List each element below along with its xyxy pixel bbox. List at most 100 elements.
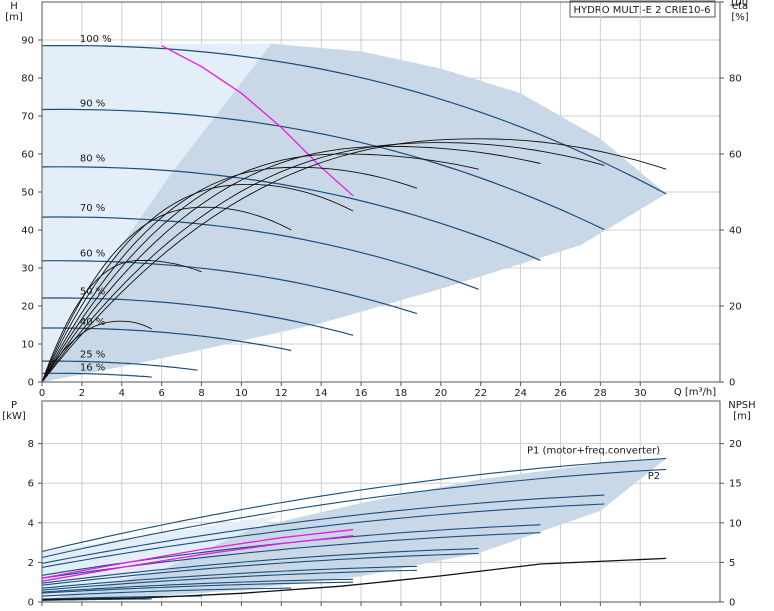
eta-curve — [41, 153, 479, 383]
power-envelope — [42, 458, 667, 601]
y-tick-label: 80 — [21, 74, 34, 85]
x-tick-label: 10 — [235, 388, 248, 399]
x-tick-label: 16 — [355, 388, 368, 399]
head-axis-label: H — [10, 1, 18, 12]
x-tick-label: 2 — [79, 388, 85, 399]
y2-tick-label: 10 — [729, 518, 742, 529]
y-tick-label: 10 — [21, 340, 34, 351]
series-label: P1 (motor+freq.converter) — [527, 446, 660, 457]
x-tick-label: 26 — [554, 388, 567, 399]
head-curve-70pct — [41, 216, 479, 290]
eta-axis-unit: [%] — [731, 12, 748, 23]
y-tick-label: 90 — [21, 36, 34, 47]
y-tick-label: 6 — [28, 479, 34, 490]
power-curve — [41, 578, 354, 593]
x-tick-label: 24 — [514, 388, 527, 399]
y-tick-label: 40 — [21, 226, 34, 237]
y2-tick-label: 100 — [729, 0, 748, 9]
speed-label: 90 % — [80, 99, 105, 110]
speed-label: 50 % — [80, 287, 105, 298]
power-plot: P1 (motor+freq.converter) P2 0 2 4 6 8 0 5 10 15 20 — [28, 400, 742, 609]
npsh-curve — [41, 557, 667, 601]
series-label: P2 — [648, 471, 660, 482]
eta-axis-label: eta — [732, 1, 748, 12]
y-tick-label: 60 — [21, 150, 34, 161]
title-box — [569, 0, 716, 18]
head-curve-50pct — [42, 297, 354, 336]
y2-tick-label: 20 — [729, 439, 742, 450]
highlight-power-curve — [41, 529, 354, 579]
chart-title: HYDRO MULTI-E 2 CRIE10-6 — [573, 5, 710, 16]
highlight-head-curve — [161, 45, 354, 197]
power-curve — [41, 565, 417, 589]
power-curve — [41, 468, 667, 559]
power-curve — [41, 494, 605, 564]
x-tick-label: 30 — [634, 388, 647, 399]
x-tick-label: 20 — [434, 388, 447, 399]
power-axis-unit: [kW] — [2, 411, 26, 422]
y2-tick-label: 20 — [729, 302, 742, 313]
y2-tick-label: 5 — [729, 558, 735, 569]
speed-label: 100 % — [80, 34, 112, 45]
power-plot-frame — [41, 400, 721, 603]
power-curve — [41, 569, 417, 591]
eta-curve — [41, 142, 605, 383]
head-curve-90pct — [41, 108, 605, 231]
power-curve — [41, 587, 292, 597]
power-curve — [41, 547, 479, 584]
power-curve — [41, 552, 479, 586]
head-curve-25pct — [42, 360, 198, 371]
operating-envelope-light — [42, 43, 272, 383]
y-tick-label: 0 — [28, 598, 34, 609]
power-curve — [42, 598, 152, 601]
head-curve-60pct — [41, 260, 418, 315]
eta-curve — [41, 138, 667, 383]
speed-label: 40 % — [80, 317, 105, 328]
npsh-axis-label: NPSH — [728, 400, 755, 411]
x-tick-label: 14 — [315, 388, 328, 399]
y-tick-label: 8 — [28, 439, 34, 450]
eta-curve — [41, 145, 541, 383]
npsh-axis-unit: [m] — [733, 411, 751, 422]
y2-tick-label: 15 — [729, 479, 742, 490]
speed-label: 80 % — [80, 154, 105, 165]
head-axis-unit: [m] — [5, 12, 23, 23]
y2-tick-label: 60 — [729, 150, 742, 161]
power-curve — [41, 581, 354, 594]
x-tick-label: 0 — [39, 388, 45, 399]
y2-tick-label: 80 — [729, 74, 742, 85]
speed-label: 25 % — [80, 350, 105, 361]
head-curve-80pct — [41, 166, 541, 261]
y-tick-label: 20 — [21, 302, 34, 313]
speed-label: 16 % — [80, 363, 105, 374]
power-axis-label: P — [11, 400, 17, 411]
x-tick-label: 6 — [158, 388, 164, 399]
speed-label: 70 % — [80, 203, 105, 214]
eta-curve — [41, 259, 202, 383]
x-tick-label: 22 — [474, 388, 487, 399]
y2-tick-label: 0 — [729, 598, 735, 609]
highlight-power-curve — [41, 535, 354, 582]
y-tick-label: 4 — [28, 518, 34, 529]
x-tick-label: 8 — [198, 388, 204, 399]
power-curve — [41, 503, 605, 568]
speed-label: 60 % — [80, 249, 105, 260]
eta-curve — [41, 320, 152, 383]
y-tick-label: 0 — [28, 378, 34, 389]
y-tick-label: 2 — [28, 558, 34, 569]
flow-axis-label: Q [m³/h] — [674, 387, 716, 398]
eta-curve — [41, 166, 418, 383]
x-tick-label: 12 — [275, 388, 288, 399]
y-tick-label: 50 — [21, 188, 34, 199]
y2-tick-label: 40 — [729, 226, 742, 237]
y-tick-label: 30 — [21, 264, 34, 275]
head-curve-16pct — [42, 372, 152, 378]
y-tick-label: 70 — [21, 112, 34, 123]
eta-curve — [41, 183, 354, 383]
head-curve-100pct — [41, 45, 667, 195]
power-curve — [41, 457, 667, 553]
x-tick-label: 28 — [594, 388, 607, 399]
x-tick-label: 4 — [119, 388, 125, 399]
x-tick-label: 18 — [395, 388, 408, 399]
